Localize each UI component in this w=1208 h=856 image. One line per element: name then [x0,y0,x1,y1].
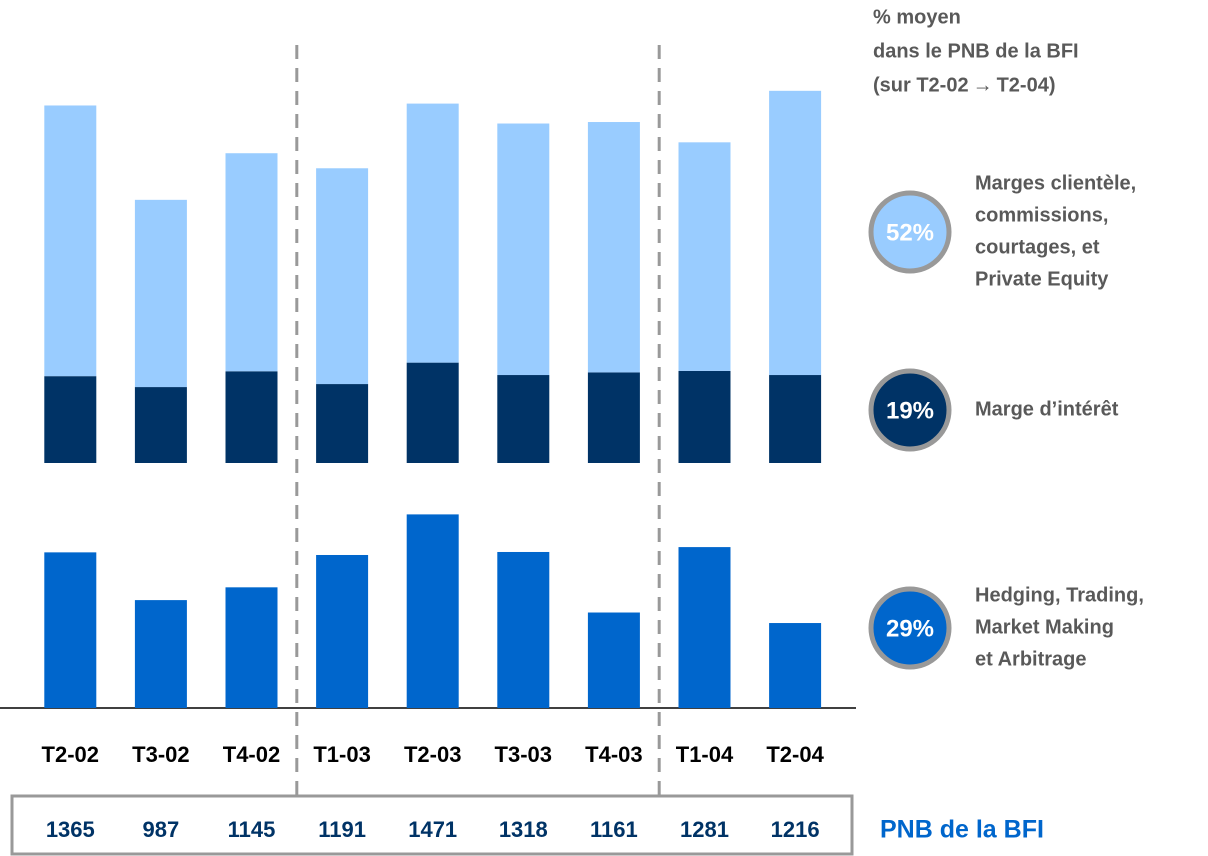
total-value: 1191 [318,817,366,842]
bar-segment [316,168,369,385]
legend-label: Marge d’intérêt [975,398,1119,420]
legend-label: Private Equity [975,268,1109,290]
bar-segment [587,122,640,373]
x-tick-label: T2-03 [404,742,461,767]
bar-segment [406,514,459,708]
legend-label: courtages, et [975,236,1100,258]
bar-segment [769,623,822,708]
bar-segment [44,376,97,463]
bar-segment [587,612,640,708]
bar-segment [497,551,550,708]
total-value: 1145 [228,817,276,842]
legend-label: Hedging, Trading, [975,584,1144,606]
legend-share: 19% [886,397,934,424]
bar-segment [44,105,97,377]
total-value: 1318 [499,817,548,842]
x-tick-label: T1-03 [313,742,370,767]
total-value: 1161 [590,817,638,842]
legend-label: Market Making [975,616,1114,638]
total-value: 1216 [771,817,820,842]
legend-share: 52% [886,219,934,246]
bar-segment [497,375,550,463]
x-tick-label: T4-03 [585,742,642,767]
bar-segment [678,142,731,371]
bar-segment [678,547,731,708]
bar-segment [769,90,822,376]
x-tick-label: T2-04 [766,742,824,767]
legend-circle [868,368,952,452]
totals-box [10,794,854,856]
bar-segment [678,370,731,463]
bar-segment [406,362,459,463]
bar-segment [769,375,822,463]
bar-segment [316,384,369,463]
bar-segment [225,153,278,372]
totals-label: PNB de la BFI [880,816,1044,844]
bar-segment [316,554,369,708]
legend-label: commissions, [975,204,1108,226]
x-tick-label: T4-02 [223,742,280,767]
x-tick-label: T2-02 [42,742,99,767]
bar-segment [134,600,187,708]
bar-segment [406,103,459,363]
legend-circle [868,586,952,670]
bar-segment [587,372,640,463]
legend-share: 29% [886,615,934,642]
bar-segment [134,387,187,463]
bar-segment [225,587,278,708]
x-tick-label: T3-03 [495,742,552,767]
bar-segment [225,371,278,463]
legend-title: (sur T2-02 → T2-04) [873,74,1056,96]
legend-circle [868,190,952,274]
total-value: 1471 [408,817,457,842]
total-value: 987 [143,817,180,842]
x-tick-label: T3-02 [132,742,189,767]
legend-title: % moyen [873,6,961,28]
bar-segment [134,199,187,388]
legend-label: et Arbitrage [975,648,1087,670]
total-value: 1281 [680,817,729,842]
bar-segment [44,552,97,708]
legend-label: Marges clientèle, [975,172,1136,194]
legend-title: dans le PNB de la BFI [873,40,1079,62]
bar-segment [497,123,550,376]
total-value: 1365 [46,817,95,842]
x-tick-label: T1-04 [676,742,734,767]
